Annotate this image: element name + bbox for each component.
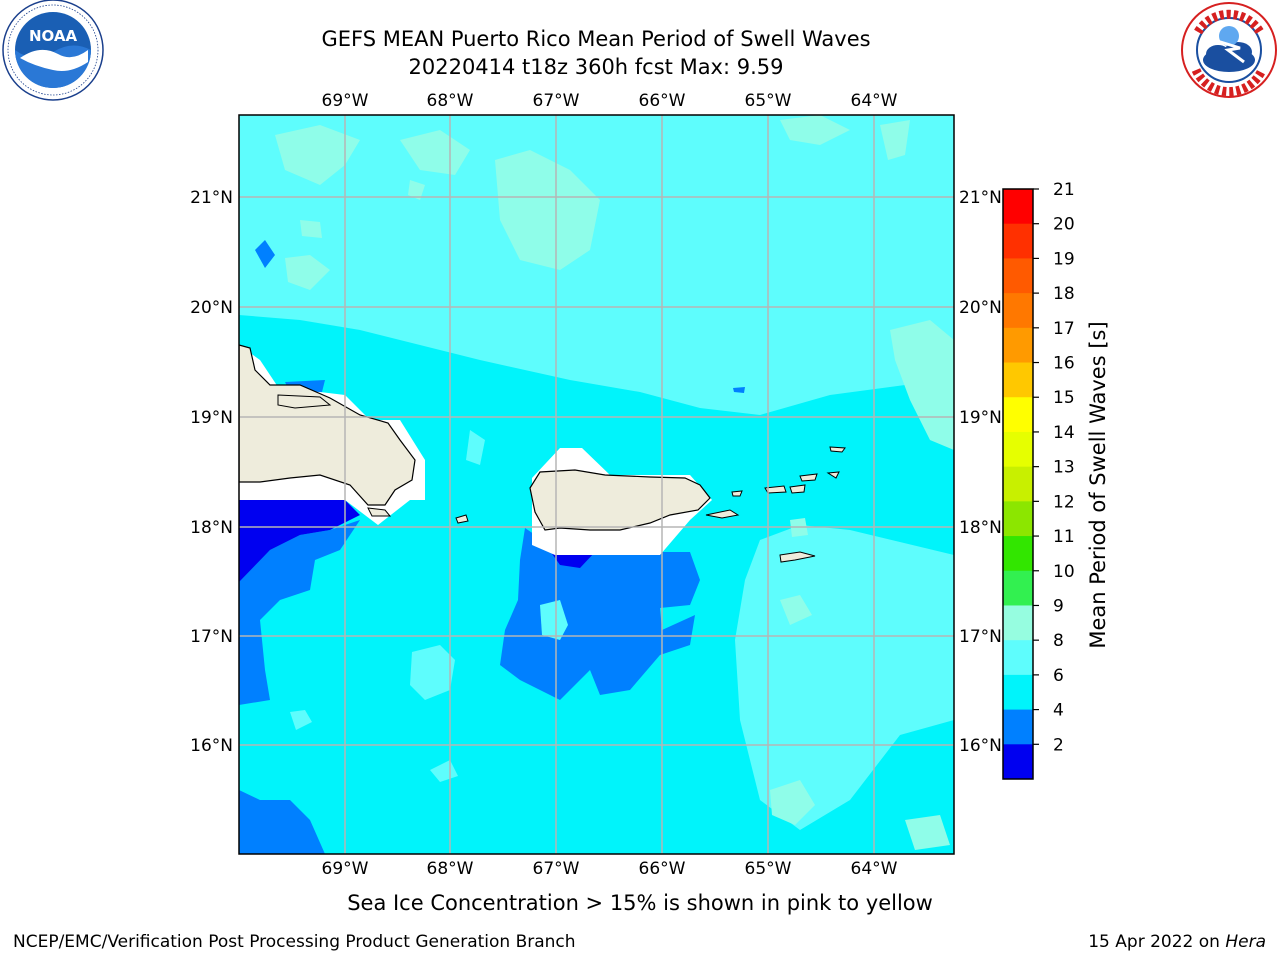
swell-small-patches: [540, 155, 826, 670]
swell-4-6s-regions: [239, 240, 745, 854]
lat-label: 21°N: [959, 188, 1002, 208]
lat-labels-right: 21°N 20°N 19°N 18°N 17°N 16°N: [959, 188, 1002, 756]
colorbar-tick-label: 2: [1053, 735, 1064, 755]
colorbar-tick-label: 10: [1053, 562, 1075, 582]
lat-label: 20°N: [190, 298, 233, 318]
colorbar-label: Mean Period of Swell Waves [s]: [1086, 321, 1110, 648]
land-areas: [239, 344, 846, 563]
colorbar-segment: [1003, 640, 1033, 676]
colorbar: 21 20 19 18 17 16 15 14 13 12 11 10 9 8 6 4 2: [1002, 180, 1075, 780]
lat-label: 19°N: [959, 408, 1002, 428]
colorbar-segment: [1003, 501, 1033, 537]
lat-label: 18°N: [190, 518, 233, 538]
colorbar-tick-label: 18: [1053, 284, 1075, 304]
colorbar-segment: [1003, 223, 1033, 259]
colorbar-tick-label: 14: [1053, 423, 1075, 443]
noaa-logo: NOAA: [2, 0, 104, 101]
colorbar-tick-label: 8: [1053, 631, 1064, 651]
colorbar-tick-label: 17: [1053, 319, 1075, 339]
colorbar-tick-label: 12: [1053, 492, 1075, 512]
colorbar-tick-label: 6: [1053, 666, 1064, 686]
colorbar-segment: [1003, 189, 1033, 225]
colorbar-segment: [1003, 258, 1033, 294]
colorbar-tick-label: 15: [1053, 388, 1075, 408]
lat-label: 18°N: [959, 518, 1002, 538]
lon-label: 64°W: [851, 859, 898, 879]
colorbar-tick-label: 4: [1053, 701, 1064, 721]
chart-subtitle: 20220414 t18z 360h fcst Max: 9.59: [408, 55, 784, 79]
lat-label: 19°N: [190, 408, 233, 428]
swell-9-10s-regions: [275, 115, 954, 850]
colorbar-segment: [1003, 362, 1033, 398]
footer-branch: NCEP/EMC/Verification Post Processing Pr…: [13, 932, 576, 952]
colorbar-frame: [1002, 188, 1034, 780]
colorbar-segment: [1003, 570, 1033, 606]
lon-labels-top: 69°W 68°W 67°W 66°W 65°W 64°W: [322, 91, 898, 111]
colorbar-segment: [1003, 744, 1033, 780]
lon-label: 69°W: [322, 91, 369, 111]
colorbar-segment: [1003, 709, 1033, 745]
colorbar-tick-label: 11: [1053, 527, 1075, 547]
colorbar-tick-label: 21: [1053, 180, 1075, 200]
lat-labels-left: 21°N 20°N 19°N 18°N 17°N 16°N: [190, 188, 233, 756]
nws-logo: [1181, 2, 1277, 98]
footer-date-text: 15 Apr 2022 on: [1088, 932, 1226, 952]
colorbar-segment: [1003, 674, 1033, 711]
lat-label: 20°N: [959, 298, 1002, 318]
lon-label: 68°W: [427, 91, 474, 111]
colorbar-segment: [1003, 397, 1033, 433]
lon-label: 64°W: [851, 91, 898, 111]
lat-label: 16°N: [959, 736, 1002, 756]
lat-label: 16°N: [190, 736, 233, 756]
lon-labels-bottom: 69°W 68°W 67°W 66°W 65°W 64°W: [322, 859, 898, 879]
map-frame: [238, 114, 955, 855]
chart-title: GEFS MEAN Puerto Rico Mean Period of Swe…: [321, 27, 871, 51]
map-gridlines: [239, 115, 954, 854]
sea-ice-note: Sea Ice Concentration > 15% is shown in …: [347, 891, 933, 915]
lat-label: 17°N: [959, 627, 1002, 647]
colorbar-segment: [1003, 466, 1033, 502]
map-area: [239, 115, 954, 854]
lon-label: 67°W: [533, 91, 580, 111]
colorbar-tick-label: 16: [1053, 354, 1075, 374]
lon-label: 65°W: [745, 859, 792, 879]
footer-host: Hera: [1225, 932, 1266, 952]
colorbar-segment: [1003, 327, 1033, 364]
noaa-logo-text: NOAA: [29, 27, 78, 45]
colorbar-segment: [1003, 293, 1033, 329]
lon-label: 69°W: [322, 859, 369, 879]
lat-label: 17°N: [190, 627, 233, 647]
lon-label: 66°W: [639, 91, 686, 111]
lat-label: 21°N: [190, 188, 233, 208]
footer-date: 15 Apr 2022 on Hera: [1088, 932, 1266, 952]
colorbar-tick-label: 20: [1053, 215, 1075, 235]
lon-label: 66°W: [639, 859, 686, 879]
lon-label: 67°W: [533, 859, 580, 879]
colorbar-segment: [1003, 605, 1033, 641]
colorbar-tick-label: 19: [1053, 249, 1075, 269]
colorbar-segment: [1003, 536, 1033, 572]
colorbar-segment: [1003, 431, 1033, 468]
lon-label: 68°W: [427, 859, 474, 879]
colorbar-tick-label: 9: [1053, 596, 1064, 616]
colorbar-tick-label: 13: [1053, 458, 1075, 478]
lon-label: 65°W: [745, 91, 792, 111]
